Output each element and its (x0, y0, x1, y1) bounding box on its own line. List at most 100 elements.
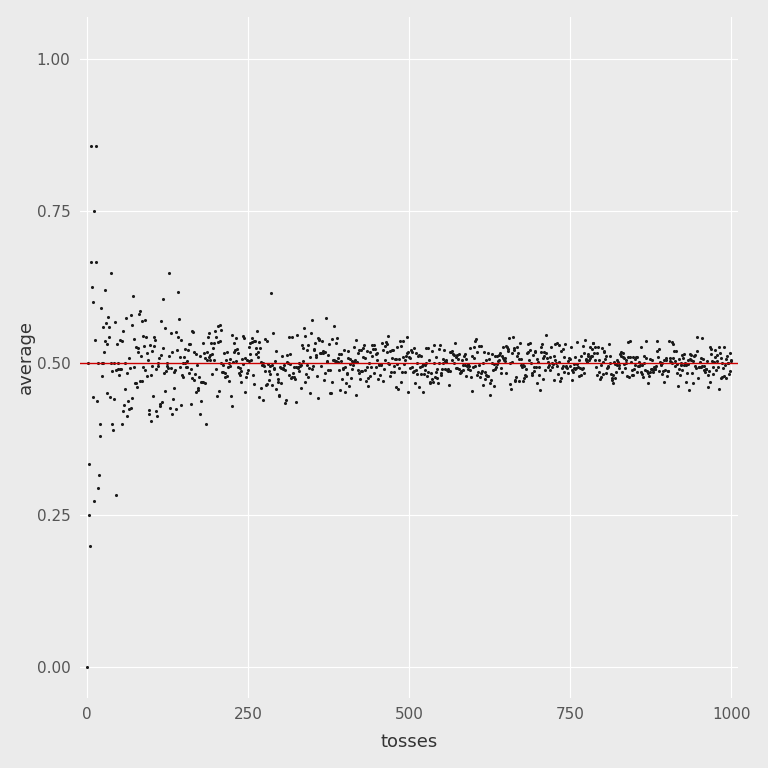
Point (664, 355, 677, 367)
Point (272, 372, 284, 385)
Point (426, 373, 439, 386)
Point (437, 356, 449, 369)
Point (107, 424, 119, 436)
Point (549, 338, 561, 350)
Point (479, 366, 492, 378)
Point (197, 336, 209, 349)
Point (505, 383, 517, 396)
Point (419, 364, 431, 376)
Point (218, 347, 230, 359)
Point (92, 357, 104, 369)
Point (489, 362, 502, 375)
Point (515, 359, 528, 371)
Point (421, 369, 433, 382)
Point (524, 344, 536, 356)
Point (256, 359, 268, 372)
Point (104, 391, 116, 403)
Point (633, 359, 645, 372)
Point (521, 339, 534, 351)
Point (371, 354, 383, 366)
Point (93, 469, 105, 482)
Point (440, 356, 452, 368)
Point (157, 293, 170, 306)
Point (694, 356, 706, 369)
Point (337, 362, 349, 374)
Point (329, 355, 341, 367)
Point (691, 345, 703, 357)
Point (653, 365, 665, 377)
Point (601, 362, 613, 374)
Point (333, 364, 345, 376)
Point (456, 354, 468, 366)
Point (663, 335, 675, 347)
Point (118, 405, 130, 417)
Point (441, 364, 453, 376)
Point (709, 343, 721, 356)
Point (669, 355, 681, 367)
Point (370, 348, 382, 360)
Point (604, 368, 617, 380)
Point (542, 361, 554, 373)
Point (170, 344, 183, 356)
Point (588, 354, 601, 366)
Point (319, 346, 331, 359)
Point (399, 366, 412, 378)
Point (197, 376, 210, 388)
Point (313, 333, 326, 345)
Point (314, 347, 326, 359)
Point (409, 364, 422, 376)
Point (676, 349, 688, 361)
Point (546, 360, 558, 372)
Point (206, 348, 218, 360)
Point (642, 367, 654, 379)
Point (347, 359, 359, 372)
Point (420, 342, 432, 354)
Point (131, 346, 144, 358)
Point (578, 367, 591, 379)
Point (318, 373, 330, 386)
Point (336, 362, 349, 375)
Point (638, 356, 650, 369)
Point (177, 357, 190, 369)
Point (429, 370, 441, 382)
Point (721, 349, 733, 362)
Point (114, 333, 127, 346)
Point (519, 369, 531, 381)
Point (600, 366, 612, 379)
Point (301, 359, 313, 371)
Point (646, 363, 658, 376)
Point (360, 344, 372, 356)
Point (339, 386, 351, 398)
Point (94, 302, 107, 314)
Point (552, 356, 564, 368)
Point (516, 361, 528, 373)
Point (293, 366, 305, 378)
Point (103, 331, 115, 343)
Point (227, 346, 240, 359)
Point (343, 345, 355, 357)
Point (659, 363, 671, 376)
Point (319, 312, 332, 324)
Point (347, 341, 359, 353)
Point (147, 345, 159, 357)
Point (235, 365, 247, 377)
Point (158, 385, 170, 397)
Point (445, 346, 457, 358)
Point (290, 361, 302, 373)
Point (379, 336, 392, 349)
Point (588, 337, 600, 349)
Point (624, 356, 637, 369)
Point (665, 356, 677, 369)
Point (703, 341, 716, 353)
Point (649, 363, 661, 376)
Point (367, 367, 379, 379)
Point (472, 366, 484, 378)
Point (207, 368, 219, 380)
Point (294, 359, 306, 372)
Point (650, 346, 663, 358)
Point (212, 336, 224, 349)
Point (130, 341, 142, 353)
Point (327, 354, 339, 366)
Point (174, 361, 186, 373)
Point (586, 350, 598, 362)
